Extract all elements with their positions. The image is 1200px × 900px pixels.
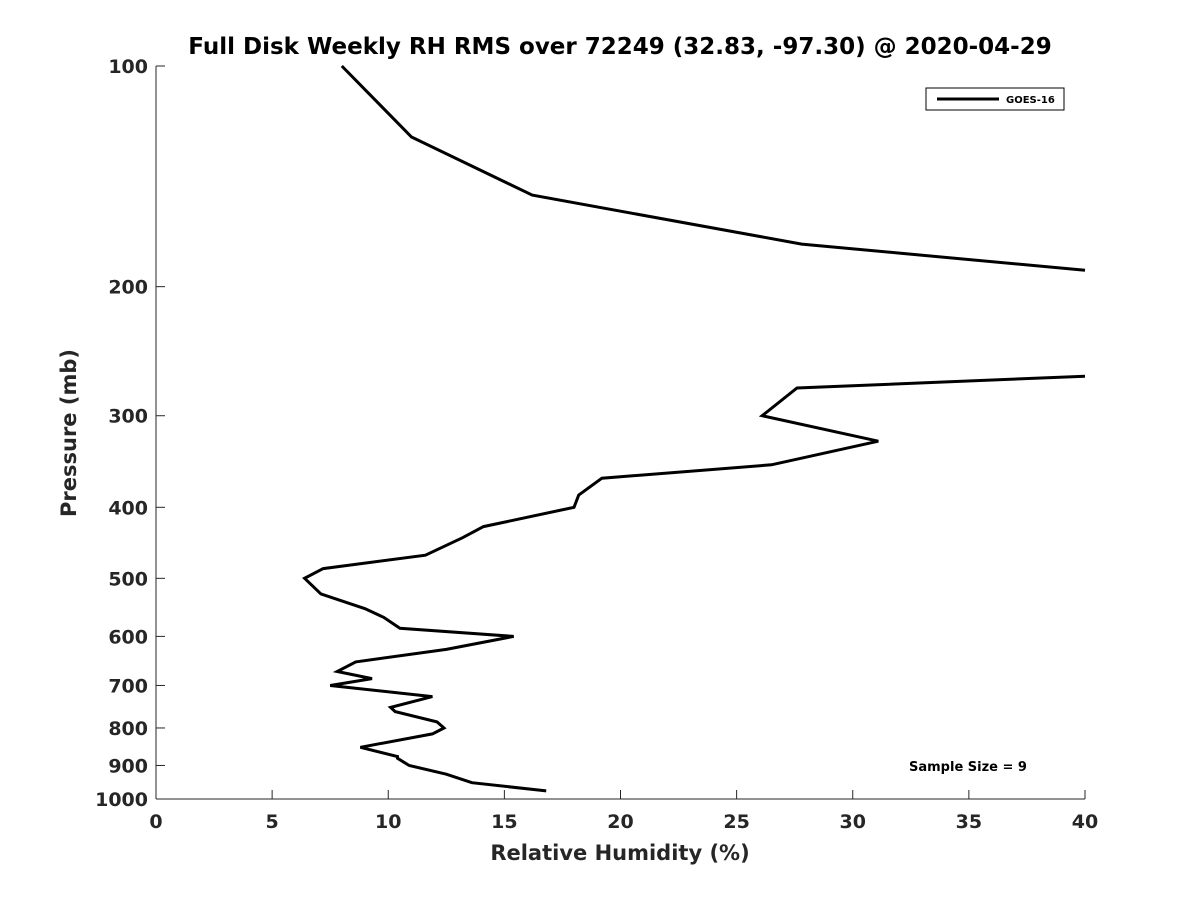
sample-size-annotation: Sample Size = 9 — [909, 760, 1027, 775]
y-tick-label: 400 — [108, 497, 148, 519]
plot-area: 0 5 10 15 20 25 30 35 40 100 200 300 400 500 600 700 800… — [95, 56, 1098, 833]
x-tick-label: 5 — [266, 811, 279, 833]
y-tick-label: 500 — [108, 568, 148, 590]
series-line-goes-16-segment-2 — [302, 374, 1086, 793]
legend-entry-goes-16: GOES-16 — [1006, 95, 1055, 106]
y-tick-label: 900 — [108, 755, 148, 777]
legend: GOES-16 — [925, 87, 1065, 111]
y-tick-label: 300 — [108, 406, 148, 428]
x-tick-label: 40 — [1072, 811, 1098, 833]
x-tick-label: 15 — [491, 811, 517, 833]
x-tick-label: 10 — [375, 811, 401, 833]
x-tick-label: 35 — [956, 811, 982, 833]
x-axis-label: Relative Humidity (%) — [490, 841, 749, 865]
y-tick-label: 100 — [108, 56, 148, 78]
y-tick-label: 600 — [108, 626, 148, 648]
y-tick-label: 1000 — [95, 789, 148, 811]
series-line-goes-16-segment-1 — [340, 64, 1086, 272]
y-tick-label: 800 — [108, 718, 148, 740]
y-tick-label: 700 — [108, 675, 148, 697]
y-tick-label: 200 — [108, 277, 148, 299]
x-tick-label: 0 — [149, 811, 162, 833]
x-tick-label: 20 — [607, 811, 633, 833]
chart-title: Full Disk Weekly RH RMS over 72249 (32.8… — [188, 34, 1051, 60]
x-tick-label: 30 — [840, 811, 866, 833]
x-tick-label: 25 — [723, 811, 749, 833]
y-axis-label: Pressure (mb) — [57, 349, 81, 517]
